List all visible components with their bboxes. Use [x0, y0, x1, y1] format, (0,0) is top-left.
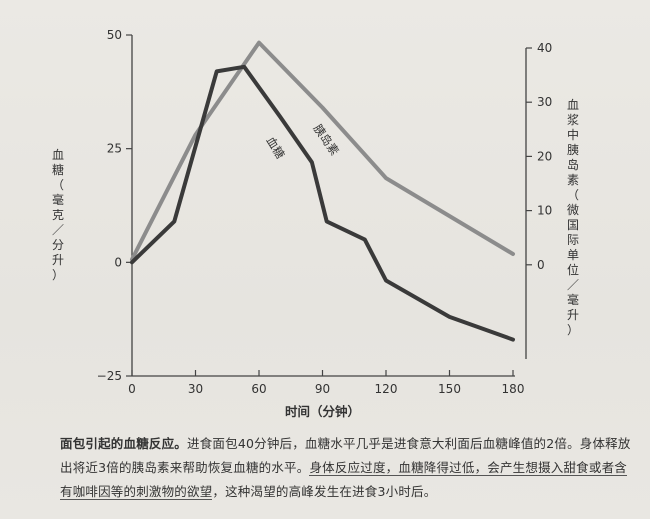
- x-axis-label: 时间（分钟）: [285, 404, 360, 419]
- right-tick-label: 40: [537, 41, 552, 55]
- caption-text-1: 进食面包40分钟后，血糖水平几乎是进食意大利面后血糖峰值的2倍。身体释放出将近3…: [60, 436, 631, 475]
- series-line-insulin: [130, 40, 515, 262]
- figure-caption: 面包引起的血糖反应。进食面包40分钟后，血糖水平几乎是进食意大利面后血糖峰值的2…: [60, 432, 635, 504]
- left-tick-label: 0: [114, 255, 122, 269]
- x-tick-label: 30: [188, 382, 203, 396]
- caption-underlined: 身体反应过度，血糖降得过低，会产生想摄入甜食或者含有咖啡因等的刺激物的欲望: [60, 460, 627, 500]
- x-tick-label: 150: [438, 382, 461, 396]
- right-axis-label: 血浆中胰岛素（微国际单位／毫升）: [566, 98, 579, 337]
- left-tick-label: 50: [107, 28, 122, 42]
- x-tick-label: 90: [315, 382, 330, 396]
- right-tick-label: 10: [537, 204, 552, 218]
- left-axis-label: 血糖（毫克／分升）: [51, 148, 64, 282]
- left-tick-label: −25: [97, 369, 122, 383]
- series-label-blood-sugar: 血糖: [263, 134, 287, 161]
- right-tick-label: 0: [537, 258, 545, 272]
- x-tick-label: 120: [375, 382, 398, 396]
- x-tick-label: 180: [502, 382, 525, 396]
- left-tick-label: 25: [107, 142, 122, 156]
- x-tick-label: 0: [128, 382, 136, 396]
- right-tick-label: 30: [537, 95, 552, 109]
- right-tick-label: 20: [537, 149, 552, 163]
- caption-title: 面包引起的血糖反应。: [60, 436, 188, 451]
- x-tick-label: 60: [251, 382, 266, 396]
- series-label-insulin: 胰岛素: [311, 122, 342, 158]
- blood-sugar-chart: −25 0 25 50 0 10 20 30 40 0 30 60 90 120 150 180 时间（分钟） 血…: [97, 28, 553, 419]
- caption-text-2: ，这种渴望的高峰发生在进食3小时后。: [212, 484, 437, 499]
- series-line-blood-sugar: [130, 64, 515, 342]
